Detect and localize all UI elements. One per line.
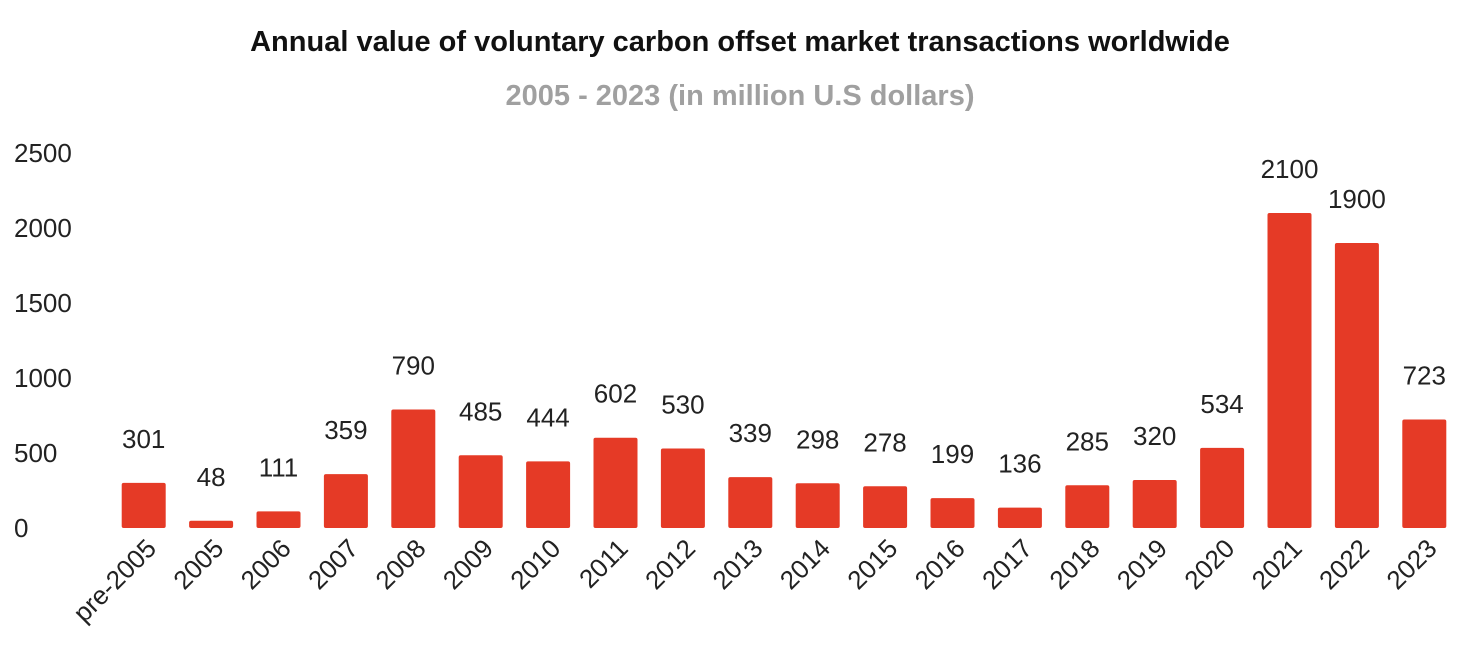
bar <box>593 437 638 528</box>
data-labels: 301 48 111 359 790 485 444 602 530 339 298 278 199 13… <box>122 154 1446 492</box>
bar <box>795 483 840 528</box>
data-label: 111 <box>259 452 299 482</box>
data-label: 298 <box>796 424 839 454</box>
bar <box>1200 447 1245 528</box>
x-tick-label: 2005 <box>167 533 229 595</box>
data-label: 339 <box>729 418 772 448</box>
bars <box>121 213 1447 528</box>
bar <box>660 448 705 528</box>
data-label: 359 <box>324 415 367 445</box>
x-tick-label: 2016 <box>909 533 971 595</box>
x-tick-label: 2015 <box>841 533 903 595</box>
data-label: 723 <box>1403 361 1446 391</box>
x-tick-label: 2018 <box>1043 533 1105 595</box>
bar <box>1402 419 1447 528</box>
x-tick-label: 2012 <box>639 533 701 595</box>
data-label: 320 <box>1133 421 1176 451</box>
data-label: 285 <box>1066 426 1109 456</box>
x-tick-label: 2014 <box>774 533 836 595</box>
bar <box>863 486 908 528</box>
y-tick-label: 500 <box>14 438 57 468</box>
bar <box>728 477 773 528</box>
data-label: 444 <box>526 402 569 432</box>
bar <box>1132 480 1177 528</box>
chart-subtitle: 2005 - 2023 (in million U.S dollars) <box>505 80 975 112</box>
x-tick-label: 2008 <box>369 533 431 595</box>
chart-title: Annual value of voluntary carbon offset … <box>250 26 1230 58</box>
y-tick-label: 2500 <box>14 138 72 168</box>
bar <box>526 461 571 528</box>
x-tick-label: 2020 <box>1178 533 1240 595</box>
y-tick-label: 2000 <box>14 213 72 243</box>
data-label: 485 <box>459 396 502 426</box>
data-label: 48 <box>197 462 226 492</box>
data-label: 2100 <box>1261 154 1319 184</box>
data-label: 602 <box>594 379 637 409</box>
data-label: 534 <box>1200 389 1243 419</box>
bar <box>256 511 301 528</box>
data-label: 530 <box>661 390 704 420</box>
data-label: 301 <box>122 424 165 454</box>
x-tick-label: 2006 <box>235 533 297 595</box>
x-tick-label: 2013 <box>706 533 768 595</box>
x-tick-label: 2021 <box>1246 533 1308 595</box>
bar <box>323 474 368 528</box>
x-tick-label: pre-2005 <box>67 533 162 628</box>
bar <box>189 520 234 528</box>
bar <box>1267 213 1312 528</box>
data-label: 790 <box>392 351 435 381</box>
y-tick-label: 1000 <box>14 363 72 393</box>
bar <box>458 455 503 528</box>
data-label: 136 <box>998 449 1041 479</box>
y-tick-label: 0 <box>14 513 28 543</box>
x-tick-label: 2007 <box>302 533 364 595</box>
bar <box>1334 243 1379 528</box>
x-tick-label: 2023 <box>1380 533 1442 595</box>
data-label: 1900 <box>1328 184 1386 214</box>
data-label: 199 <box>931 439 974 469</box>
x-tick-label: 2022 <box>1313 533 1375 595</box>
x-tick-label: 2011 <box>573 533 634 594</box>
bar <box>997 507 1042 528</box>
x-tick-label: 2017 <box>976 533 1038 595</box>
x-tick-label: 2010 <box>504 533 566 595</box>
bar <box>391 409 436 528</box>
x-tick-label: 2009 <box>437 533 499 595</box>
x-axis: pre-2005 2005 2006 2007 2008 2009 2010 2011 2012… <box>67 533 1442 628</box>
bar <box>930 498 975 528</box>
x-tick-label: 2019 <box>1111 533 1173 595</box>
data-label: 278 <box>863 427 906 457</box>
bar <box>1065 485 1110 528</box>
bar <box>121 482 166 528</box>
y-tick-label: 1500 <box>14 288 72 318</box>
y-axis: 0 500 1000 1500 2000 2500 <box>14 138 72 543</box>
